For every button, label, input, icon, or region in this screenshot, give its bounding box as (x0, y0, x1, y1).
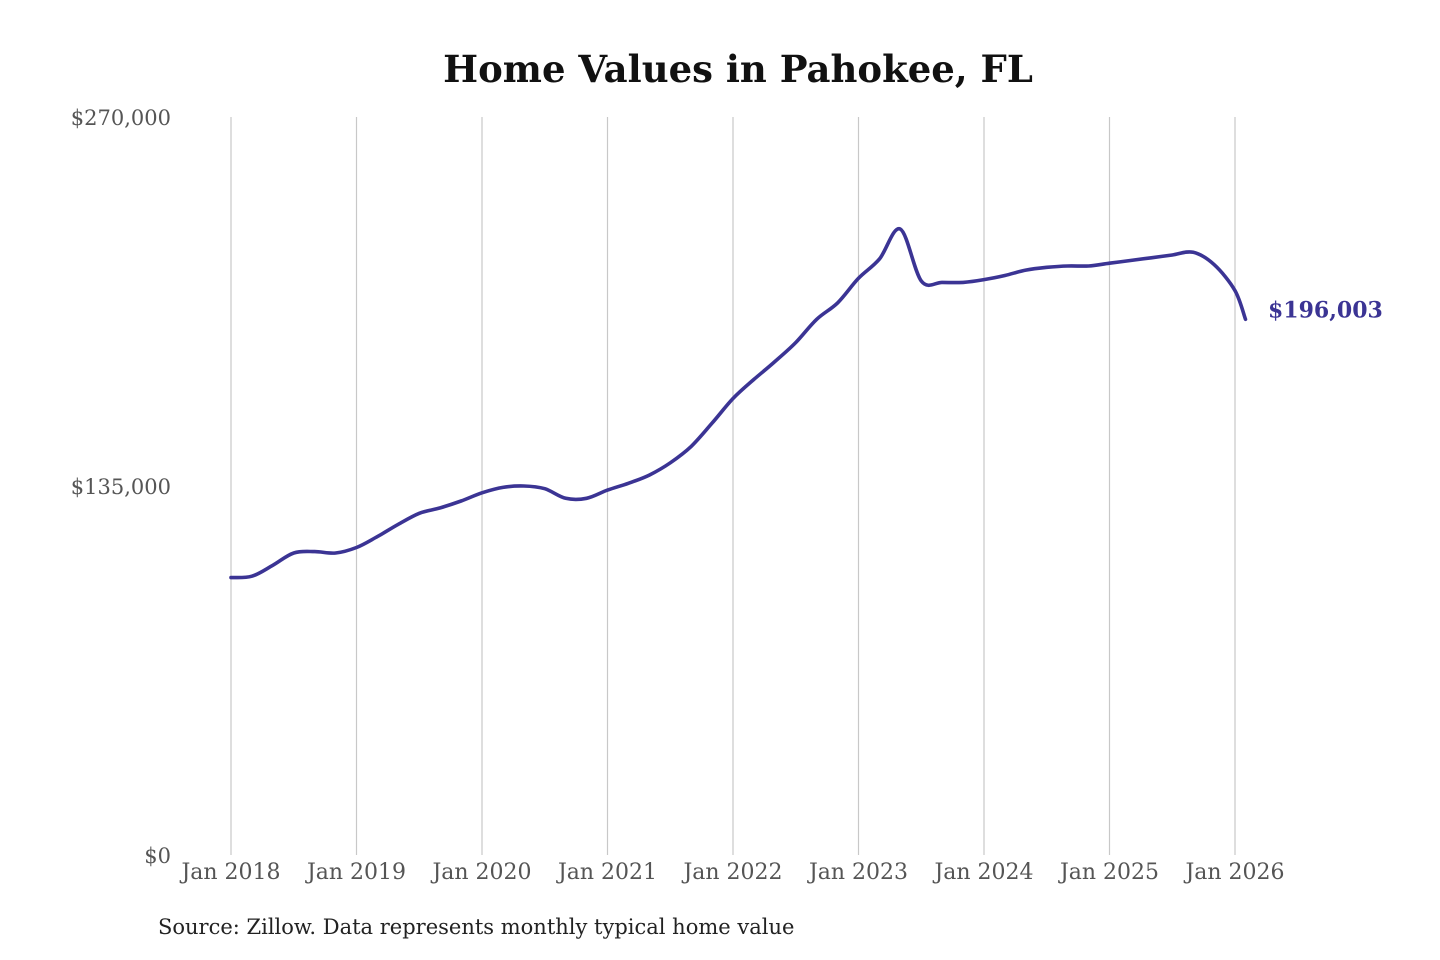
x-tick-label: Jan 2019 (305, 860, 406, 885)
source-note: Source: Zillow. Data represents monthly … (158, 915, 795, 939)
x-axis-tick-labels: Jan 2018 Jan 2019 Jan 2020 Jan 2021 Jan 2022… (179, 860, 1284, 885)
x-tick-label: Jan 2026 (1183, 860, 1284, 885)
y-tick-label: $135,000 (71, 475, 171, 499)
x-tick-label: Jan 2018 (179, 860, 280, 885)
y-axis-tick-labels: $0 $135,000 $270,000 (71, 106, 171, 868)
y-tick-label: $270,000 (71, 106, 171, 130)
x-tick-label: Jan 2023 (807, 860, 908, 885)
x-tick-label: Jan 2020 (430, 860, 531, 885)
chart-title: Home Values in Pahokee, FL (443, 47, 1033, 91)
x-tick-label: Jan 2025 (1058, 860, 1159, 885)
home-value-series-line (229, 227, 1248, 580)
vertical-gridlines (230, 117, 1236, 855)
x-tick-label: Jan 2021 (556, 860, 657, 885)
latest-value-label: $196,003 (1268, 297, 1383, 323)
x-tick-label: Jan 2022 (681, 860, 782, 885)
x-tick-label: Jan 2024 (932, 860, 1033, 885)
y-tick-label: $0 (144, 844, 171, 868)
